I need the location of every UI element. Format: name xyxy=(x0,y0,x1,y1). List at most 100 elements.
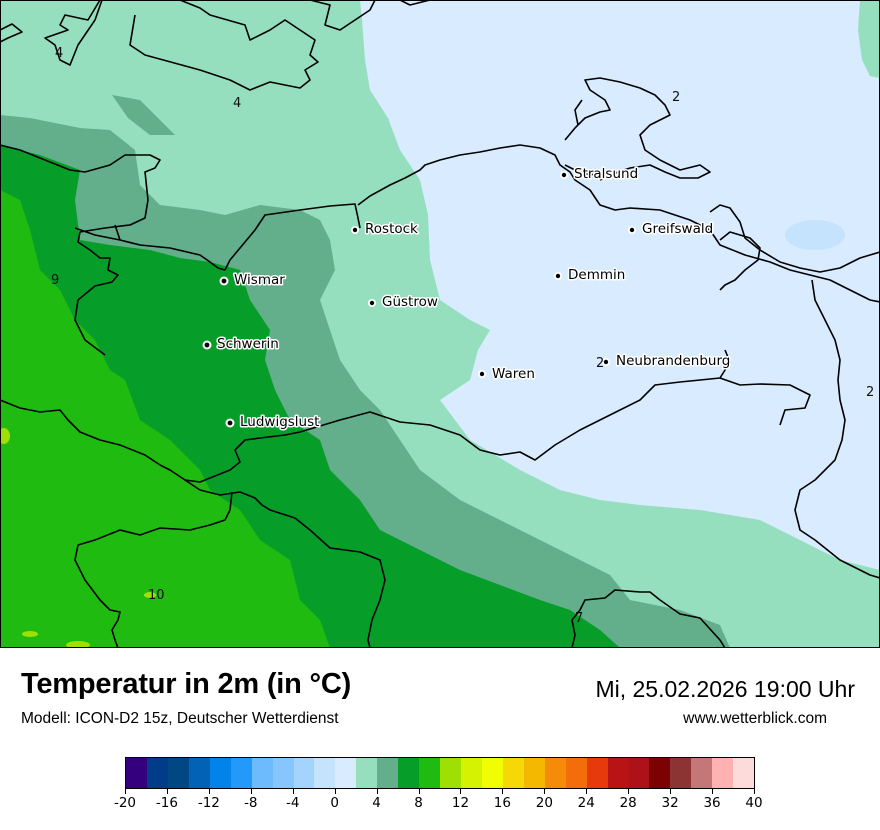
colorbar-tick-label: 4 xyxy=(372,795,381,811)
colorbar-segment xyxy=(565,758,587,788)
temperature-map: Stralsund Rostock Greifswald Demmin Wism… xyxy=(0,0,880,648)
colorbar-segment xyxy=(628,758,650,788)
colorbar-tick-label: 12 xyxy=(451,795,470,811)
svg-text:Ludwigslust: Ludwigslust xyxy=(240,414,319,430)
model-source: Modell: ICON-D2 15z, Deutscher Wetterdie… xyxy=(21,710,339,727)
colorbar-tick-label: 16 xyxy=(493,795,511,811)
colorbar-tick-label: 40 xyxy=(745,795,763,811)
svg-text:Demmin: Demmin xyxy=(568,267,625,283)
isotherm-label: 7 xyxy=(575,611,583,626)
colorbar-tick xyxy=(754,789,755,794)
colorbar-segment xyxy=(607,758,629,788)
colorbar-tick-label: 36 xyxy=(703,795,721,811)
colorbar-segment xyxy=(523,758,545,788)
svg-text:Neubrandenburg: Neubrandenburg xyxy=(616,353,730,369)
city-stralsund[interactable]: Stralsund xyxy=(560,165,640,184)
band-2-4-ne xyxy=(858,0,880,78)
colorbar-tick xyxy=(292,789,294,794)
colorbar-tick xyxy=(166,789,168,794)
city-markers: Stralsund Rostock Greifswald Demmin Wism… xyxy=(202,165,732,432)
isotherm-label: 2 xyxy=(596,356,604,371)
colorbar-segment xyxy=(251,758,273,788)
city-greifswald[interactable]: Greifswald xyxy=(628,220,715,239)
colorbar-tick xyxy=(250,789,252,794)
colorbar-segment xyxy=(230,758,252,788)
colorbar-segment xyxy=(586,758,608,788)
isotherm-labels: 4 4 2 9 2 2 10 7 xyxy=(51,46,874,626)
svg-text:Wismar: Wismar xyxy=(234,272,285,288)
city-guestrow[interactable]: Güstrow xyxy=(368,293,439,312)
website-link[interactable]: www.wetterblick.com xyxy=(683,710,827,727)
svg-text:Stralsund: Stralsund xyxy=(574,166,638,182)
colorbar-tick-label: 28 xyxy=(619,795,637,811)
colorbar-tick-label: -16 xyxy=(155,795,178,811)
colorbar-tick-label: 20 xyxy=(535,795,553,811)
colorbar-tick xyxy=(376,789,378,794)
svg-text:Schwerin: Schwerin xyxy=(217,336,279,352)
colorbar-tick xyxy=(125,789,126,794)
colorbar-tick xyxy=(208,789,210,794)
colorbar-segment xyxy=(670,758,692,788)
city-schwerin[interactable]: Schwerin xyxy=(202,335,280,354)
colorbar-segment xyxy=(691,758,713,788)
colorbar-tick xyxy=(544,789,546,794)
colorbar-tick xyxy=(334,789,336,794)
colorbar-segment xyxy=(733,758,755,788)
colorbar xyxy=(125,757,755,789)
band-10-12-spot xyxy=(144,592,156,598)
colorbar-segment xyxy=(461,758,482,788)
colorbar-tick-label: -12 xyxy=(197,795,220,811)
band-4-6-bay xyxy=(112,95,175,135)
svg-text:Güstrow: Güstrow xyxy=(382,294,438,310)
coastlines xyxy=(0,0,880,648)
colorbar-tick xyxy=(502,789,504,794)
colorbar-segment xyxy=(502,758,524,788)
colorbar-segment xyxy=(335,758,357,788)
colorbar-tick xyxy=(628,789,630,794)
svg-text:Rostock: Rostock xyxy=(365,221,418,237)
isotherm-label: 2 xyxy=(866,385,874,400)
colorbar-tick-label: 8 xyxy=(414,795,423,811)
colorbar-tick-label: 24 xyxy=(577,795,595,811)
colorbar-tick-label: 32 xyxy=(661,795,679,811)
colorbar-ticks: -20 -16 -12 -8 -4 0 4 8 12 16 20 24 28 32 36 40 xyxy=(114,789,763,819)
city-neubrandenburg[interactable]: Neubrandenburg xyxy=(602,352,732,371)
city-waren[interactable]: Waren xyxy=(478,365,536,384)
colorbar-segment xyxy=(419,758,441,788)
svg-text:Waren: Waren xyxy=(492,366,535,382)
isotherm-label: 9 xyxy=(51,273,59,288)
isotherm-label: 10 xyxy=(148,588,165,603)
band-neg-spot xyxy=(785,220,845,250)
colorbar-tick-label: -4 xyxy=(285,795,300,811)
city-rostock[interactable]: Rostock xyxy=(351,220,420,239)
isotherm-label: 4 xyxy=(233,96,241,111)
colorbar-segment xyxy=(649,758,671,788)
colorbar-segment xyxy=(126,758,147,788)
colorbar-segment xyxy=(293,758,315,788)
colorbar-tick xyxy=(712,789,714,794)
colorbar-tick-label: -20 xyxy=(113,795,137,811)
colorbar-segment xyxy=(314,758,336,788)
city-demmin[interactable]: Demmin xyxy=(554,266,627,285)
city-wismar[interactable]: Wismar xyxy=(219,271,287,290)
colorbar-tick-label: 0 xyxy=(330,795,339,811)
isotherm-label: 2 xyxy=(672,90,680,105)
svg-text:Greifswald: Greifswald xyxy=(642,221,713,237)
band-10-12-spot xyxy=(0,428,10,444)
colorbar-tick-label: -8 xyxy=(244,795,258,811)
colorbar-segment xyxy=(146,758,168,788)
colorbar-segment xyxy=(398,758,420,788)
colorbar-tick xyxy=(670,789,672,794)
valid-datetime: Mi, 25.02.2026 19:00 Uhr xyxy=(595,676,855,702)
colorbar-tick xyxy=(418,789,420,794)
colorbar-segment xyxy=(712,758,734,788)
band-10-12-spot xyxy=(66,641,90,648)
city-ludwigslust[interactable]: Ludwigslust xyxy=(225,413,321,432)
colorbar-segment xyxy=(272,758,294,788)
isotherm-label: 4 xyxy=(55,46,63,61)
colorbar-segment xyxy=(440,758,461,788)
colorbar-segment xyxy=(544,758,566,788)
colorbar-segment xyxy=(167,758,189,788)
colorbar-segment xyxy=(377,758,399,788)
colorbar-tick xyxy=(460,789,462,794)
